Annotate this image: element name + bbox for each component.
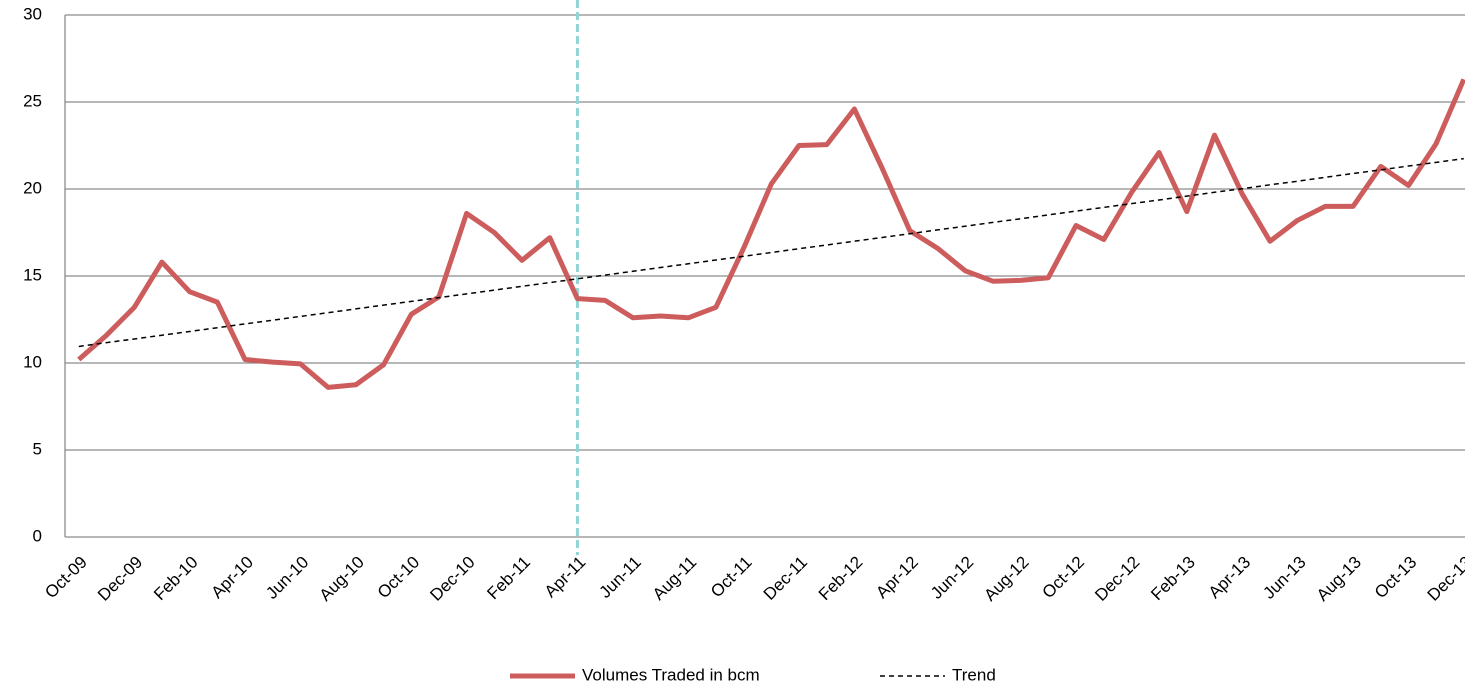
x-tick-label: Jun-13 xyxy=(1259,553,1309,603)
x-tick-label: Oct-09 xyxy=(41,553,91,603)
x-tick-label: Oct-13 xyxy=(1371,553,1421,603)
x-tick-label: Oct-10 xyxy=(374,553,424,603)
x-tick-label: Apr-13 xyxy=(1205,553,1255,603)
x-tick-label: Dec-09 xyxy=(94,553,146,605)
x-tick-label: Dec-11 xyxy=(760,553,811,604)
x-tick-label: Feb-12 xyxy=(815,553,867,605)
x-tick-label: Feb-10 xyxy=(150,553,202,605)
x-tick-label: Apr-11 xyxy=(541,553,590,602)
x-tick-label: Dec-13 xyxy=(1424,553,1465,605)
y-tick-label: 10 xyxy=(23,352,42,371)
y-tick-label: 5 xyxy=(33,439,42,458)
x-tick-label: Oct-12 xyxy=(1039,553,1089,603)
data-line xyxy=(77,78,1465,390)
y-tick-label: 25 xyxy=(23,91,42,110)
x-tick-label: Jun-11 xyxy=(596,553,645,602)
x-tick-label: Aug-13 xyxy=(1313,553,1365,605)
x-tick-label: Aug-10 xyxy=(316,553,368,605)
legend-label: Trend xyxy=(952,665,996,684)
y-tick-label: 0 xyxy=(33,526,42,545)
x-tick-label: Feb-11 xyxy=(483,553,534,604)
x-tick-label: Feb-13 xyxy=(1147,553,1199,605)
legend-label: Volumes Traded in bcm xyxy=(582,665,760,684)
x-tick-label: Jun-12 xyxy=(927,553,977,603)
y-tick-label: 30 xyxy=(23,4,42,23)
x-tick-label: Dec-10 xyxy=(426,553,478,605)
y-tick-label: 20 xyxy=(23,178,42,197)
x-tick-label: Aug-12 xyxy=(980,553,1032,605)
x-tick-label: Dec-12 xyxy=(1091,553,1143,605)
x-tick-label: Jun-10 xyxy=(262,553,312,603)
x-tick-label: Aug-11 xyxy=(649,553,700,604)
x-tick-label: Apr-12 xyxy=(872,553,922,603)
y-tick-label: 15 xyxy=(23,265,42,284)
x-tick-label: Apr-10 xyxy=(208,553,258,603)
x-tick-label: Oct-11 xyxy=(707,553,756,602)
trend-line xyxy=(78,157,1464,348)
